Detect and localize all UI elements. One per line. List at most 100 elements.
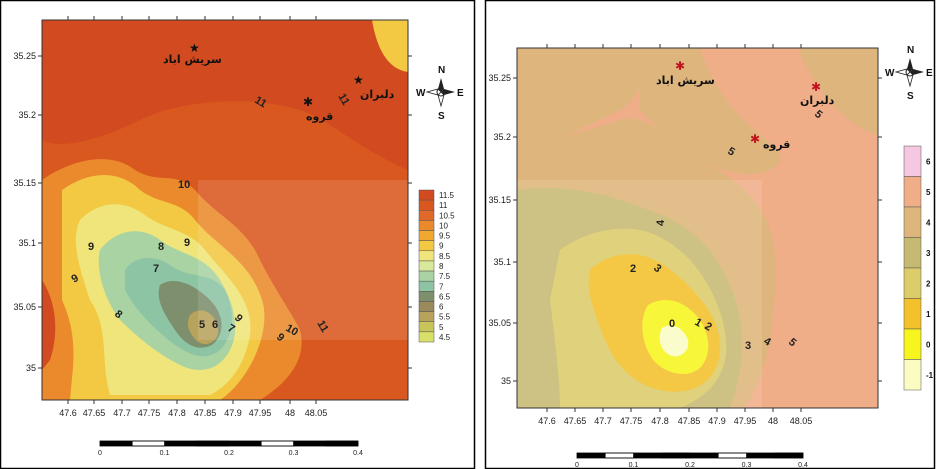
contour-label: 3 xyxy=(745,340,751,352)
left-places: ★ سریش اباد ★ دلبران ✱ قروه xyxy=(163,41,395,123)
x-tick-label: 47.65 xyxy=(564,416,587,426)
legend-swatch xyxy=(903,359,922,391)
right-place-delbaran: دلبران xyxy=(800,94,835,107)
legend-swatch xyxy=(418,230,435,241)
scale-label: 0.4 xyxy=(798,462,808,469)
right-star-icon: ✱ xyxy=(811,80,821,94)
scale-segment xyxy=(690,453,719,458)
legend-label: 9.5 xyxy=(439,232,451,241)
contour-label: 8 xyxy=(158,241,164,253)
contour-label: 7 xyxy=(226,322,237,335)
scale-label: 0.4 xyxy=(353,450,363,457)
left-compass-e: E xyxy=(457,88,464,99)
x-tick-label: 47.7 xyxy=(113,408,131,418)
contour-label: 11 xyxy=(314,319,330,335)
right-place-qoroveh: قروه xyxy=(763,138,790,151)
legend-label: 5.5 xyxy=(439,313,451,322)
contour-label: 5 xyxy=(726,145,737,158)
right-compass-s: S xyxy=(907,91,914,102)
scale-segment xyxy=(196,440,230,447)
scale-label: 0.3 xyxy=(742,462,752,469)
y-tick-label: 35.1 xyxy=(18,238,36,248)
right-map-surface xyxy=(517,48,878,408)
right-map xyxy=(484,0,936,469)
scale-segment xyxy=(131,440,165,447)
legend-label: 1 xyxy=(926,310,931,319)
left-star-icon: ★ xyxy=(353,73,364,87)
y-tick-label: 35.25 xyxy=(13,51,36,61)
legend-label: 10 xyxy=(439,221,448,230)
legend-swatch xyxy=(418,331,435,343)
x-tick-label: 48.05 xyxy=(790,416,813,426)
y-tick-label: 35.05 xyxy=(13,302,36,312)
left-axis-ticks: 47.6 47.65 47.7 47.75 47.8 47.85 47.9 47.95 48 48… xyxy=(13,16,412,418)
legend-swatch xyxy=(903,267,922,299)
scale-label: 0.2 xyxy=(685,462,695,469)
contour-label: 11 xyxy=(335,92,351,108)
x-tick-label: 47.85 xyxy=(194,408,217,418)
right-scale-bar: 0 0.1 0.2 0.3 0.4 xyxy=(575,452,808,469)
contour-label: 9 xyxy=(184,237,190,249)
x-tick-label: 47.65 xyxy=(83,408,106,418)
legend-label: 11.5 xyxy=(439,191,455,200)
y-tick-label: 35.2 xyxy=(18,110,36,120)
x-tick-label: 47.9 xyxy=(224,408,242,418)
left-compass-n: N xyxy=(438,65,445,76)
contour-label: 11 xyxy=(253,94,269,110)
right-star-icon: ✱ xyxy=(675,59,685,73)
legend-swatch xyxy=(418,189,435,201)
legend-label: 7.5 xyxy=(439,272,451,281)
scale-segment xyxy=(774,452,804,459)
scale-segment xyxy=(293,441,326,446)
right-place-sarish-abad: سریش اباد xyxy=(656,74,715,87)
y-tick-label: 35 xyxy=(26,363,36,373)
scale-label: 0 xyxy=(575,462,579,469)
legend-swatch xyxy=(418,250,435,262)
x-tick-label: 48.05 xyxy=(305,408,328,418)
contour-label: 2 xyxy=(703,320,714,333)
legend-label: -1 xyxy=(926,371,934,380)
left-contour-labels: 11 11 10 10 9 9 9 9 8 8 7 6 7 5 9 11 xyxy=(70,92,352,345)
legend-swatch xyxy=(903,328,922,360)
left-place-sarish-abad: سریش اباد xyxy=(163,53,222,66)
legend-label: 8.5 xyxy=(439,252,451,261)
legend-swatch xyxy=(418,210,435,221)
scale-segment xyxy=(229,441,262,446)
right-compass-e: E xyxy=(926,68,933,79)
left-map-surface xyxy=(42,20,408,400)
legend-swatch xyxy=(903,237,922,269)
legend-swatch xyxy=(418,301,435,312)
scale-segment xyxy=(325,440,359,447)
legend-label: 4.5 xyxy=(439,333,451,342)
y-tick-label: 35.15 xyxy=(488,195,511,205)
left-scale-bar: 0 0.1 0.2 0.3 0.4 xyxy=(98,440,363,457)
right-compass: N S E W xyxy=(885,45,933,102)
contour-label: 5 xyxy=(199,319,205,331)
contour-label: 10 xyxy=(178,179,190,191)
x-tick-label: 48 xyxy=(768,416,778,426)
scale-label: 0 xyxy=(98,450,102,457)
legend-label: 6 xyxy=(926,157,931,166)
right-star-icon: ✱ xyxy=(750,132,760,146)
legend-label: 7 xyxy=(439,282,444,291)
legend-swatch xyxy=(418,260,435,272)
legend-swatch xyxy=(418,280,435,292)
left-compass-s: S xyxy=(438,111,445,122)
legend-label: 0 xyxy=(926,340,931,349)
legend-label: 10.5 xyxy=(439,211,455,220)
right-axis-ticks: 47.6 47.65 47.7 47.75 47.8 47.85 47.9 47.95 48 48… xyxy=(488,44,882,426)
legend-label: 6.5 xyxy=(439,292,451,301)
contour-label: 2 xyxy=(630,263,636,275)
scale-segment xyxy=(100,441,133,446)
right-legend: 6 5 4 3 2 1 0 -1 xyxy=(903,145,934,391)
left-star-icon: ✱ xyxy=(303,95,313,109)
y-tick-label: 35.2 xyxy=(493,132,511,142)
legend-swatch xyxy=(418,291,435,302)
x-tick-label: 47.95 xyxy=(734,416,757,426)
y-tick-label: 35.15 xyxy=(13,178,36,188)
left-place-delbaran: دلبران xyxy=(360,88,395,101)
legend-label: 9 xyxy=(439,242,444,251)
legend-swatch xyxy=(903,206,922,238)
